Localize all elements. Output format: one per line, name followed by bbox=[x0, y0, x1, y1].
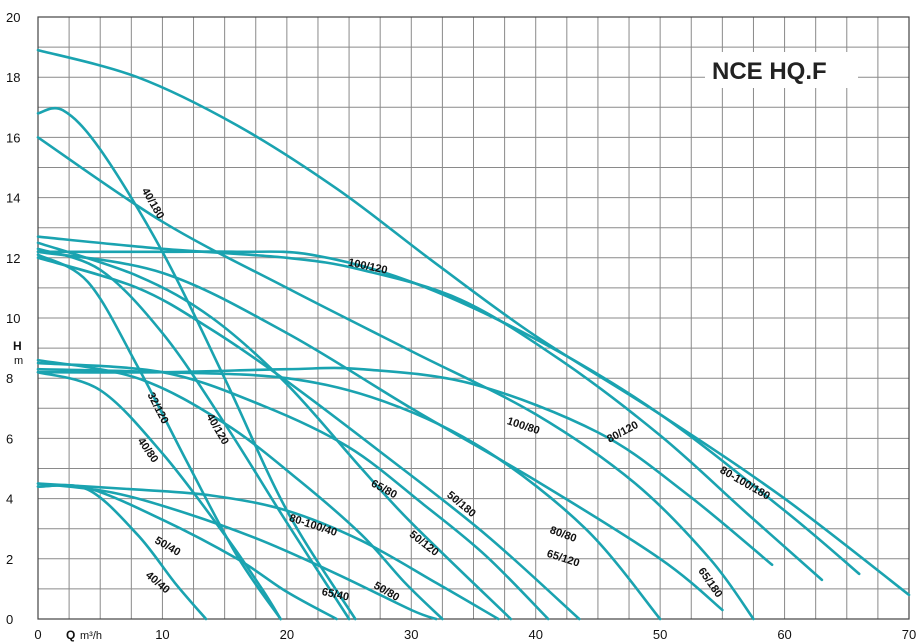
y-tick-label: 20 bbox=[6, 10, 20, 25]
y-axis-title-background bbox=[2, 338, 36, 370]
y-tick-label: 10 bbox=[6, 311, 20, 326]
curve-label-50-120: 50/120 bbox=[407, 529, 441, 559]
grid bbox=[37, 16, 910, 620]
y-tick-labels: 0 2 4 6 8 10 12 14 16 18 20 bbox=[6, 10, 20, 627]
curve-65-120 bbox=[36, 250, 724, 612]
curve-label-40-80: 40/80 bbox=[135, 436, 161, 465]
curve-65-40 bbox=[36, 482, 438, 621]
curve-50-80 bbox=[36, 358, 444, 621]
x-tick-label: 0 bbox=[34, 627, 41, 642]
y-tick-label: 6 bbox=[6, 431, 13, 446]
x-tick-label: 70 bbox=[902, 627, 916, 642]
title-box bbox=[705, 52, 858, 88]
curve-label-80-120: 80/120 bbox=[605, 419, 640, 445]
curve-40-40 bbox=[36, 483, 208, 621]
curve-100-80 bbox=[36, 366, 774, 567]
x-tick-label: 40 bbox=[528, 627, 542, 642]
y-tick-label: 12 bbox=[6, 251, 20, 266]
curve-40-80 bbox=[36, 370, 282, 621]
curve-32-120 bbox=[36, 253, 282, 621]
curve-50-120 bbox=[36, 241, 513, 621]
curve-40-180 bbox=[36, 106, 357, 621]
x-tick-label: 10 bbox=[155, 627, 169, 642]
plot-frame bbox=[37, 16, 910, 620]
curve-label-50-80: 50/80 bbox=[372, 580, 402, 604]
x-axis-unit: m³/h bbox=[80, 630, 102, 642]
x-tick-label: 50 bbox=[653, 627, 667, 642]
curve-80-120 bbox=[36, 235, 824, 582]
curve-80-100-180 bbox=[36, 48, 911, 597]
x-tick-label: 20 bbox=[280, 627, 294, 642]
y-tick-label: 16 bbox=[6, 130, 20, 145]
y-tick-label: 4 bbox=[6, 492, 13, 507]
curve-label-50-40: 50/40 bbox=[153, 535, 183, 559]
x-tick-label: 60 bbox=[777, 627, 791, 642]
y-tick-label: 14 bbox=[6, 191, 20, 206]
x-axis-title: Q bbox=[66, 628, 75, 642]
curve-label-40-120: 40/120 bbox=[204, 412, 231, 447]
curve-label-65-120: 65/120 bbox=[545, 548, 581, 570]
curve-65-180 bbox=[36, 136, 755, 621]
x-tick-labels: 0 10 20 30 40 50 60 70 bbox=[34, 627, 916, 642]
curve-50-180 bbox=[36, 256, 581, 621]
curves bbox=[36, 48, 911, 621]
y-axis-unit: m bbox=[14, 355, 23, 367]
curve-label-80-80: 80/80 bbox=[548, 524, 578, 545]
chart-title: NCE HQ.F bbox=[712, 58, 827, 85]
curve-label-65-40: 65/40 bbox=[321, 586, 350, 603]
y-axis-title: H bbox=[13, 339, 22, 353]
y-tick-label: 8 bbox=[6, 371, 13, 386]
y-tick-label: 2 bbox=[6, 552, 13, 567]
y-tick-label: 18 bbox=[6, 70, 20, 85]
x-tick-label: 30 bbox=[404, 627, 418, 642]
curve-40-120 bbox=[36, 247, 351, 621]
curve-label-100-120: 100/120 bbox=[347, 257, 388, 277]
y-tick-label: 0 bbox=[6, 612, 13, 627]
